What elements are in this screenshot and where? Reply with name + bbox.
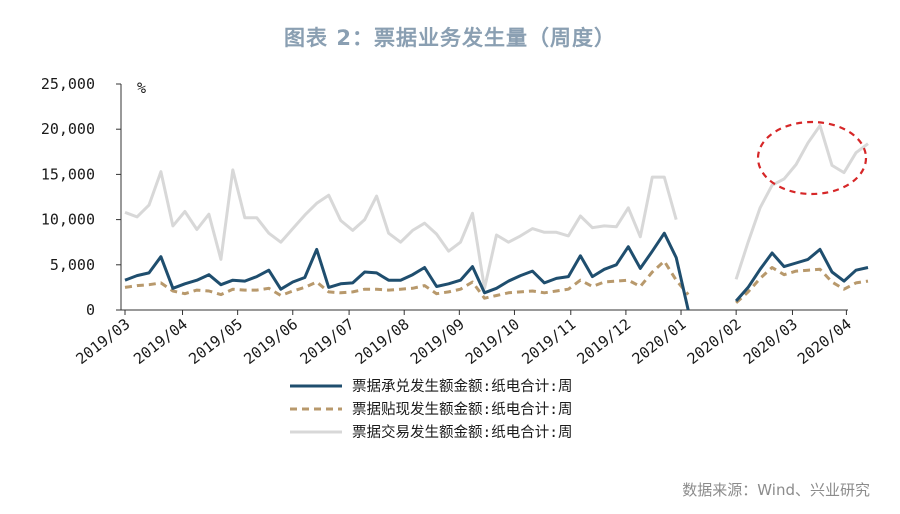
- x-tick-label: 2019/11: [518, 315, 579, 368]
- chart-axes: [120, 84, 848, 311]
- legend-label-2: 票据交易发生额金额:纸电合计:周: [352, 423, 572, 441]
- x-tick-label: 2019/10: [462, 315, 523, 368]
- y-tick-label: 5,000: [50, 256, 95, 274]
- x-tick-label: 2019/06: [240, 315, 301, 368]
- x-tick-label: 2019/03: [73, 315, 134, 368]
- x-tick-label: 2020/01: [629, 315, 690, 368]
- y-unit-label: %: [137, 79, 146, 97]
- chart-title: 图表 2：票据业务发生量（周度）: [284, 26, 616, 50]
- chart-annotations: [756, 120, 868, 196]
- y-tick-label: 10,000: [41, 211, 95, 229]
- highlight-ellipse: [756, 120, 868, 196]
- series-line-2: [124, 124, 869, 290]
- x-tick-label: 2020/04: [794, 315, 855, 368]
- x-tick-label: 2019/07: [297, 315, 358, 368]
- chart-series: [124, 124, 869, 311]
- y-tick-label: 0: [86, 301, 95, 319]
- legend-label-1: 票据贴现发生额金额:纸电合计:周: [352, 401, 572, 418]
- chart-source: 数据来源：Wind、兴业研究: [682, 481, 870, 499]
- series-line-0: [124, 231, 869, 311]
- x-tick-label: 2019/05: [185, 315, 246, 368]
- x-tick-label: 2020/02: [684, 315, 745, 368]
- legend-label-0: 票据承兑发生额金额:纸电合计:周: [352, 378, 572, 395]
- x-tick-label: 2019/12: [573, 315, 634, 368]
- x-tick-label: 2020/03: [740, 315, 801, 368]
- y-tick-label: 15,000: [41, 165, 95, 183]
- x-tick-label: 2019/08: [352, 315, 413, 368]
- y-tick-label: 20,000: [41, 120, 95, 138]
- x-tick-label: 2019/04: [130, 315, 191, 368]
- series-line-1: [124, 259, 869, 304]
- x-tick-label: 2019/09: [407, 315, 468, 368]
- chart-legend: 票据承兑发生额金额:纸电合计:周票据贴现发生额金额:纸电合计:周票据交易发生额金…: [290, 378, 572, 441]
- y-tick-label: 25,000: [41, 75, 95, 93]
